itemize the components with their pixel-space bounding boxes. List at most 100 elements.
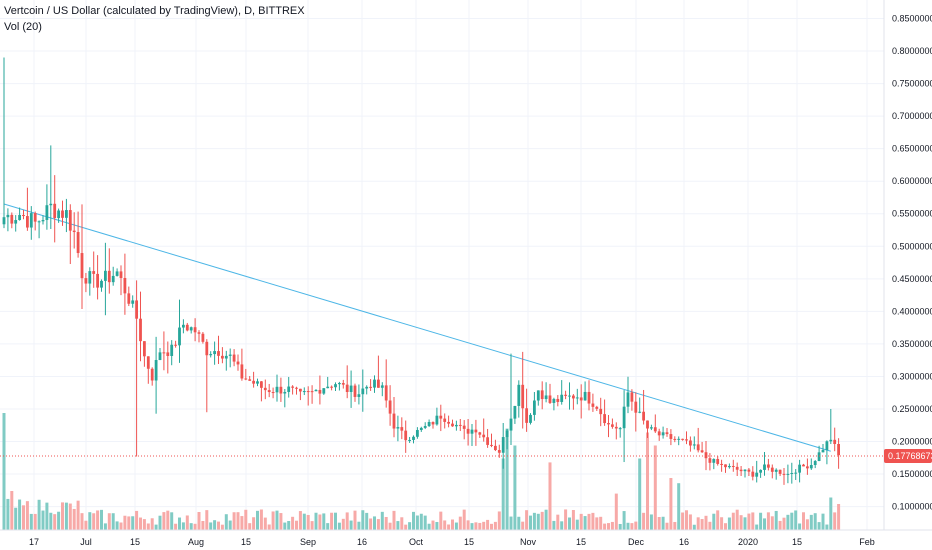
candle [533, 392, 536, 421]
candle [279, 377, 283, 402]
candle-body [447, 421, 450, 424]
volume-bar [341, 518, 345, 530]
volume-bar [92, 513, 96, 530]
candle [790, 462, 794, 484]
candle [182, 319, 185, 334]
candle [821, 443, 825, 453]
candle-body [798, 464, 801, 473]
volume-bar [821, 513, 825, 530]
volume-bar [443, 520, 447, 530]
candle-body [131, 300, 135, 304]
volume-bar [540, 511, 544, 530]
candle [127, 286, 131, 307]
volume-bar [529, 515, 532, 530]
candle-body [107, 270, 111, 283]
candle-body [217, 351, 220, 356]
candle-body [770, 467, 774, 472]
candle-body [345, 384, 349, 393]
volume-bar [400, 517, 404, 530]
candle-body [513, 405, 517, 419]
candle [809, 458, 813, 470]
volume-bar [33, 513, 37, 530]
volume-bar [614, 493, 618, 530]
volume-bar [205, 510, 209, 530]
volume-bar [751, 512, 755, 530]
volume-bar [197, 512, 201, 530]
candle-body [88, 271, 92, 284]
candle-body [790, 472, 794, 474]
candle-body [509, 418, 513, 431]
volume-bar [544, 509, 548, 530]
volume-bar [571, 510, 575, 530]
volume-bar [96, 510, 100, 530]
candle-body [837, 444, 840, 456]
volume-bar [107, 513, 111, 530]
candle-body [490, 444, 493, 446]
candle [587, 380, 591, 411]
volume-bar [743, 517, 747, 530]
candle-body [747, 469, 751, 472]
candle-body [529, 414, 532, 423]
candle-body [548, 395, 552, 403]
trendline[interactable] [3, 203, 831, 452]
candle [466, 419, 470, 446]
candle-body [743, 469, 747, 472]
volume-bar [68, 503, 72, 530]
candle [283, 389, 287, 408]
volume-bar [501, 458, 505, 530]
candle [724, 464, 727, 473]
volume-bar [431, 520, 435, 530]
candle-body [774, 469, 778, 472]
candle [388, 385, 392, 426]
volume-bar [681, 512, 685, 530]
volume-bar [727, 517, 731, 530]
candle-body [451, 423, 454, 427]
volume-bar [357, 521, 361, 530]
volume-bar [638, 458, 642, 530]
volume-bar [380, 511, 384, 530]
candle [505, 428, 509, 450]
volume-bar [704, 515, 708, 530]
candle [139, 291, 142, 362]
candle-body [704, 452, 708, 459]
candle-body [517, 384, 521, 406]
volume-bar [560, 521, 564, 530]
candle-body [427, 422, 431, 427]
volume-bar [423, 515, 427, 530]
volume-bar [696, 517, 700, 530]
candle [45, 184, 49, 230]
volume-bar [29, 513, 33, 530]
candle-body [533, 400, 536, 415]
candle [646, 420, 649, 438]
candle-body [482, 434, 486, 438]
volume-bar [583, 516, 587, 530]
candle-body [10, 214, 14, 224]
candle-body [731, 465, 735, 467]
symbol-title: Vertcoin / US Dollar (calculated by Trad… [4, 5, 305, 17]
volume-bar [708, 521, 712, 530]
candle [53, 175, 57, 243]
x-tick-label: Dec [628, 537, 645, 547]
volume-bar [642, 512, 646, 530]
candle [341, 379, 345, 389]
x-tick-label: Oct [409, 537, 424, 547]
candle [22, 209, 25, 220]
candle-body [314, 389, 318, 392]
candle-body [127, 293, 131, 304]
volume-bar [37, 499, 41, 530]
candle [314, 389, 318, 392]
volume-bar [201, 521, 205, 530]
candle [735, 462, 739, 477]
candle-body [829, 439, 833, 442]
x-tick-label: Jul [80, 537, 92, 547]
volume-bar [412, 511, 415, 530]
candle-body [739, 469, 743, 472]
candle [692, 436, 696, 450]
volume-bar [579, 513, 583, 530]
volume-bar [790, 512, 794, 530]
volume-bar [415, 515, 419, 530]
candle [513, 405, 517, 424]
candle-body [2, 217, 6, 225]
candle-body [139, 318, 142, 342]
